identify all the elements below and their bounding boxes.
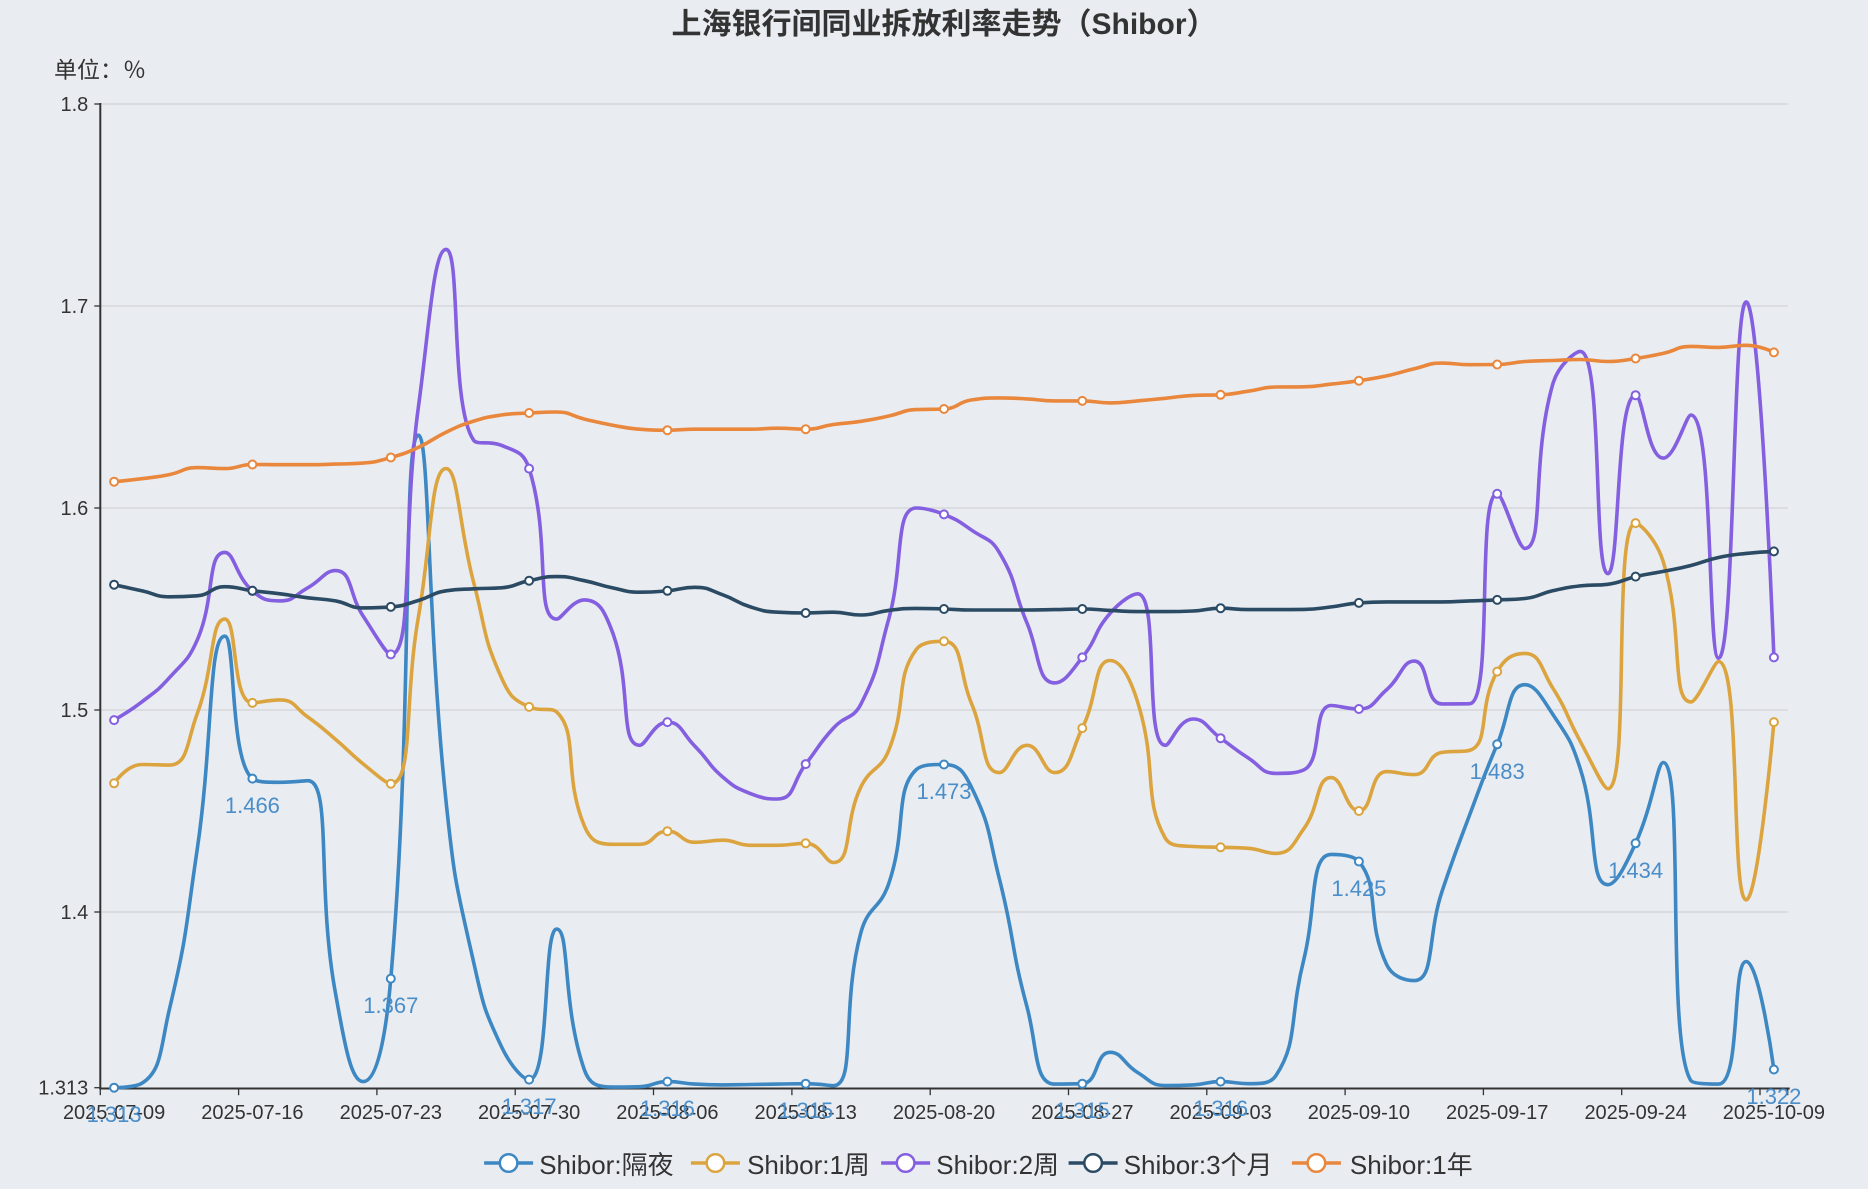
- svg-text:Shibor:3: Shibor:3: [1124, 1150, 1221, 1180]
- svg-text:1.425: 1.425: [1331, 876, 1386, 901]
- svg-text:2025-07-16: 2025-07-16: [201, 1102, 303, 1124]
- svg-text:1.313: 1.313: [87, 1102, 142, 1127]
- svg-text:1.8: 1.8: [60, 94, 88, 116]
- svg-text:2025-08-13: 2025-08-13: [755, 1102, 857, 1124]
- svg-text:1.473: 1.473: [916, 779, 971, 804]
- svg-text:Shibor:1: Shibor:1: [1350, 1150, 1447, 1180]
- svg-text:2025-09-03: 2025-09-03: [1169, 1102, 1271, 1124]
- svg-text:2025-07-09: 2025-07-09: [63, 1102, 165, 1124]
- svg-text:2025-09-10: 2025-09-10: [1308, 1102, 1410, 1124]
- svg-text:1.315: 1.315: [778, 1098, 833, 1123]
- svg-text:1.367: 1.367: [363, 993, 418, 1018]
- svg-text:1.315: 1.315: [1055, 1098, 1110, 1123]
- svg-text:1.313: 1.313: [38, 1078, 88, 1100]
- svg-text:2025-10-09: 2025-10-09: [1723, 1102, 1825, 1124]
- svg-text:2025-09-17: 2025-09-17: [1446, 1102, 1548, 1124]
- svg-text:2025-08-06: 2025-08-06: [616, 1102, 718, 1124]
- svg-text:1.434: 1.434: [1608, 858, 1663, 883]
- svg-text:1.6: 1.6: [60, 498, 88, 520]
- svg-text:1.317: 1.317: [502, 1094, 557, 1119]
- svg-text:Shibor:1: Shibor:1: [747, 1150, 844, 1180]
- svg-text:2025-07-23: 2025-07-23: [340, 1102, 442, 1124]
- svg-text:2025-08-27: 2025-08-27: [1031, 1102, 1133, 1124]
- svg-text:2025-09-24: 2025-09-24: [1584, 1102, 1686, 1124]
- svg-text:1.316: 1.316: [1193, 1096, 1248, 1121]
- svg-text:1.466: 1.466: [225, 793, 280, 818]
- svg-text:1.4: 1.4: [60, 902, 88, 924]
- svg-text:Shibor:2: Shibor:2: [936, 1150, 1033, 1180]
- svg-text:1.322: 1.322: [1746, 1084, 1801, 1109]
- svg-text:Shibor: Shibor: [1092, 8, 1187, 41]
- svg-text:2025-07-30: 2025-07-30: [478, 1102, 580, 1124]
- svg-text:Shibor:: Shibor:: [539, 1150, 621, 1180]
- svg-text:1.5: 1.5: [60, 700, 88, 722]
- svg-text:1.316: 1.316: [640, 1096, 695, 1121]
- svg-text:1.7: 1.7: [60, 296, 88, 318]
- svg-text:2025-08-20: 2025-08-20: [893, 1102, 995, 1124]
- svg-text:1.483: 1.483: [1470, 759, 1525, 784]
